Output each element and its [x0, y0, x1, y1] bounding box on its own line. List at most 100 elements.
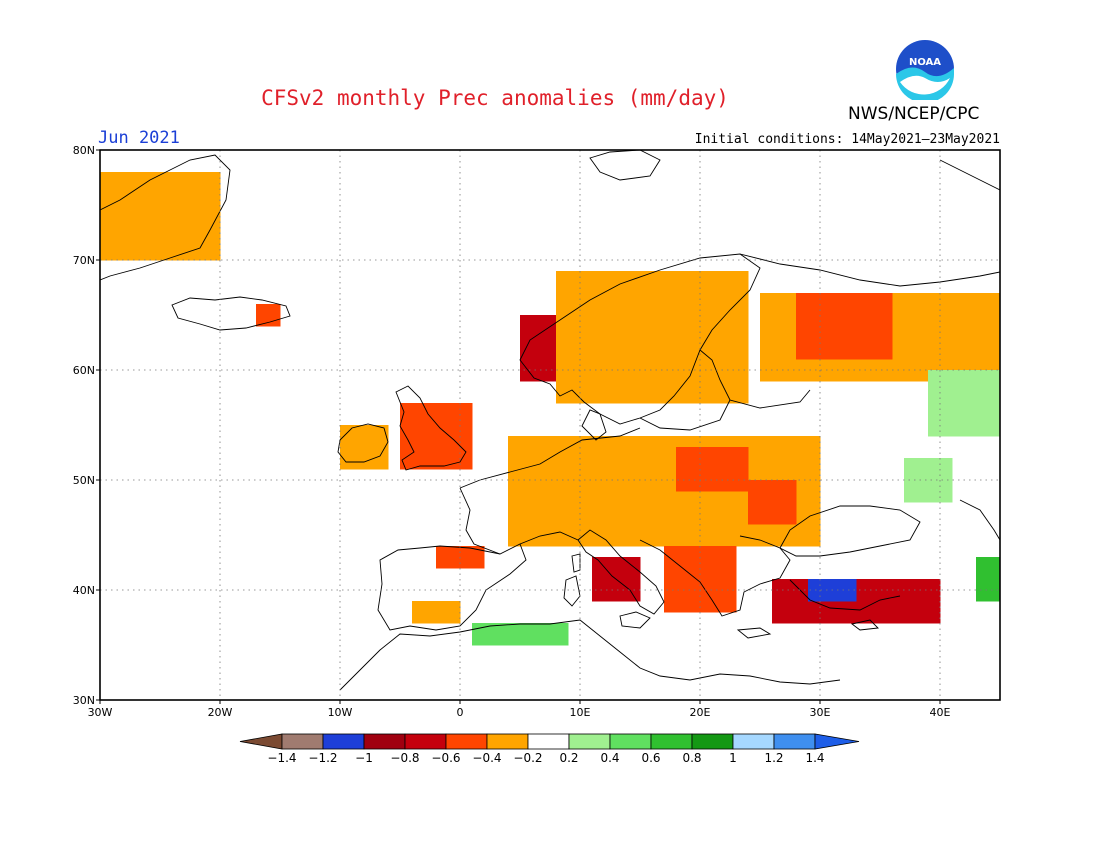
anomaly-cell-central-europe: [508, 480, 533, 503]
anomaly-cell-central-europe: [628, 502, 653, 525]
anomaly-cell-finland-russia: [952, 315, 977, 338]
anomaly-cell-north-africa: [544, 623, 569, 646]
lon-tick-label: 20E: [690, 706, 711, 719]
colorbar-label: −0.4: [472, 751, 501, 765]
anomaly-cell-poland: [676, 469, 701, 492]
anomaly-cell-scandinavia: [676, 337, 701, 360]
colorbar-label: 0.2: [559, 751, 578, 765]
anomaly-cell-turkey: [868, 601, 893, 624]
latitude-labels: 30N 40N 50N 60N 70N 80N: [73, 144, 100, 707]
anomaly-cell-finland-russia: [952, 337, 977, 360]
anomaly-cell-russia-east: [976, 392, 1000, 415]
anomaly-cell-finland-russia: [760, 315, 785, 338]
lon-tick-label: 40E: [930, 706, 951, 719]
lat-tick-label: 30N: [73, 694, 95, 707]
anomaly-cell-scandinavia: [652, 381, 677, 404]
anomaly-cell-finland-russia: [904, 293, 929, 316]
anomaly-cell-central-europe: [604, 458, 629, 481]
colorbar-arrow-high: [814, 733, 860, 750]
graticule: [100, 150, 1000, 700]
anomaly-cell-scandinavia: [724, 315, 749, 338]
anomaly-cell-scandinavia: [604, 337, 629, 360]
anomaly-cell-uk: [424, 403, 449, 426]
anomaly-cell-central-europe: [628, 436, 653, 459]
colorbar-label: 1.4: [805, 751, 824, 765]
colorbar-label: −1.4: [267, 751, 296, 765]
anomaly-cell-central-europe: [580, 502, 605, 525]
anomaly-cell-balkans: [712, 546, 737, 569]
anomaly-cell-iberia-south: [412, 601, 437, 624]
anomaly-cell-central-europe: [676, 502, 701, 525]
anomaly-cell-central-europe: [532, 480, 557, 503]
anomaly-cell-scandinavia: [580, 381, 605, 404]
colorbar-box: [281, 733, 324, 750]
anomaly-cell-central-europe: [604, 480, 629, 503]
anomaly-cell-ukraine: [748, 502, 773, 525]
anomaly-cell-finland-russia: [976, 337, 1000, 360]
colorbar-box: [404, 733, 447, 750]
anomaly-cell-balkans: [664, 568, 689, 591]
anomaly-cell-north-africa: [520, 623, 545, 646]
anomaly-cell-caucasus: [976, 579, 1000, 602]
anomaly-cell-central-europe: [652, 436, 677, 459]
anomaly-cell-central-europe: [796, 458, 821, 481]
anomaly-cell-scandinavia: [700, 315, 725, 338]
anomaly-cell-scandinavia: [724, 337, 749, 360]
anomaly-cell-scandinavia: [556, 337, 581, 360]
anomaly-cell-scandinavia: [700, 381, 725, 404]
anomaly-cell-uk: [400, 403, 425, 426]
anomaly-cell-scandinavia: [604, 381, 629, 404]
anomaly-cell-turkey-core: [832, 579, 857, 602]
anomaly-cell-turkey: [868, 579, 893, 602]
anomaly-cell-scandinavia: [652, 359, 677, 382]
anomaly-cell-finland-russia: [832, 359, 857, 382]
anomaly-cell-italy: [592, 579, 617, 602]
anomaly-cell-central-europe: [532, 458, 557, 481]
anomaly-cell-greenland: [148, 216, 173, 239]
anomaly-cell-scandinavia: [676, 315, 701, 338]
colorbar-label: 0.6: [641, 751, 660, 765]
anomaly-cell-scandinavia: [652, 271, 677, 294]
anomaly-cell-central-europe: [580, 458, 605, 481]
anomaly-cell-greenland: [196, 194, 221, 217]
lon-tick-label: 20W: [208, 706, 233, 719]
anomaly-cell-russia-east: [952, 414, 977, 437]
anomaly-cell-greenland: [124, 216, 149, 239]
anomaly-cell-balkans: [664, 546, 689, 569]
anomaly-cell-greenland: [100, 194, 125, 217]
anomaly-cell-central-europe: [580, 480, 605, 503]
anomaly-cell-greenland: [148, 238, 173, 261]
anomaly-cell-central-europe: [556, 502, 581, 525]
anomaly-cell-greenland: [172, 194, 197, 217]
colorbar-label: 1: [729, 751, 737, 765]
noaa-logo: NOAA: [894, 38, 956, 104]
colorbar-box: [568, 733, 611, 750]
anomaly-cell-balkans: [664, 590, 689, 613]
colorbar-label: −0.8: [390, 751, 419, 765]
anomaly-cell-central-europe: [628, 458, 653, 481]
anomaly-cell-scandinavia: [580, 271, 605, 294]
anomaly-cell-central-europe: [652, 502, 677, 525]
anomaly-cell-central-europe: [796, 480, 821, 503]
colorbar-box: [691, 733, 734, 750]
colorbar-box: [527, 733, 570, 750]
anomaly-cell-scandinavia: [676, 271, 701, 294]
anomaly-cell-central-europe: [508, 436, 533, 459]
anomaly-cell-central-europe: [724, 502, 749, 525]
anomaly-cell-norway-coast: [520, 359, 545, 382]
anomaly-cell-poland: [700, 447, 725, 470]
anomaly-cell-karelia: [868, 293, 893, 316]
lon-tick-label: 30E: [810, 706, 831, 719]
anomaly-cell-karelia: [844, 337, 869, 360]
anomaly-cell-scandinavia: [628, 293, 653, 316]
anomaly-cell-central-europe: [772, 458, 797, 481]
lat-tick-label: 60N: [73, 364, 95, 377]
lon-tick-label: 10W: [328, 706, 353, 719]
colorbar-box: [486, 733, 529, 750]
anomaly-cell-scandinavia: [700, 337, 725, 360]
anomaly-cell-balkans: [712, 590, 737, 613]
anomaly-cell-scandinavia: [628, 315, 653, 338]
lat-tick-label: 40N: [73, 584, 95, 597]
colorbar-box: [322, 733, 365, 750]
